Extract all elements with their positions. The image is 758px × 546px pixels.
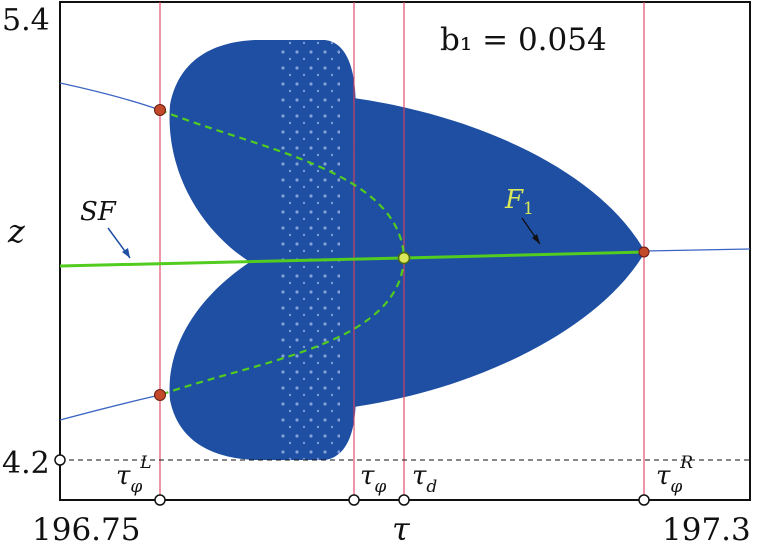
point-upper-left bbox=[155, 105, 166, 116]
y-axis-label: z bbox=[7, 212, 26, 250]
axis-marker-tau-phi bbox=[349, 495, 359, 505]
parameter-annotation: b₁ = 0.054 bbox=[440, 22, 607, 58]
y-tick-bottom: 4.2 bbox=[2, 446, 50, 481]
x-tick-right: 197.3 bbox=[662, 512, 751, 546]
sf-label: SF bbox=[80, 197, 117, 227]
axis-marker-tau-d bbox=[399, 495, 409, 505]
attractor-dense-band bbox=[280, 40, 340, 460]
x-tick-left: 196.75 bbox=[32, 512, 140, 546]
axis-marker-tau-phi-R bbox=[639, 495, 649, 505]
y-tick-top: 5.4 bbox=[2, 3, 50, 38]
axis-marker-z-4-2 bbox=[55, 455, 65, 465]
x-axis-label: τ bbox=[392, 510, 411, 546]
point-lower-left bbox=[155, 390, 166, 401]
axis-marker-tau-phi-L bbox=[155, 495, 165, 505]
point-center bbox=[399, 253, 410, 264]
point-right bbox=[639, 247, 649, 257]
